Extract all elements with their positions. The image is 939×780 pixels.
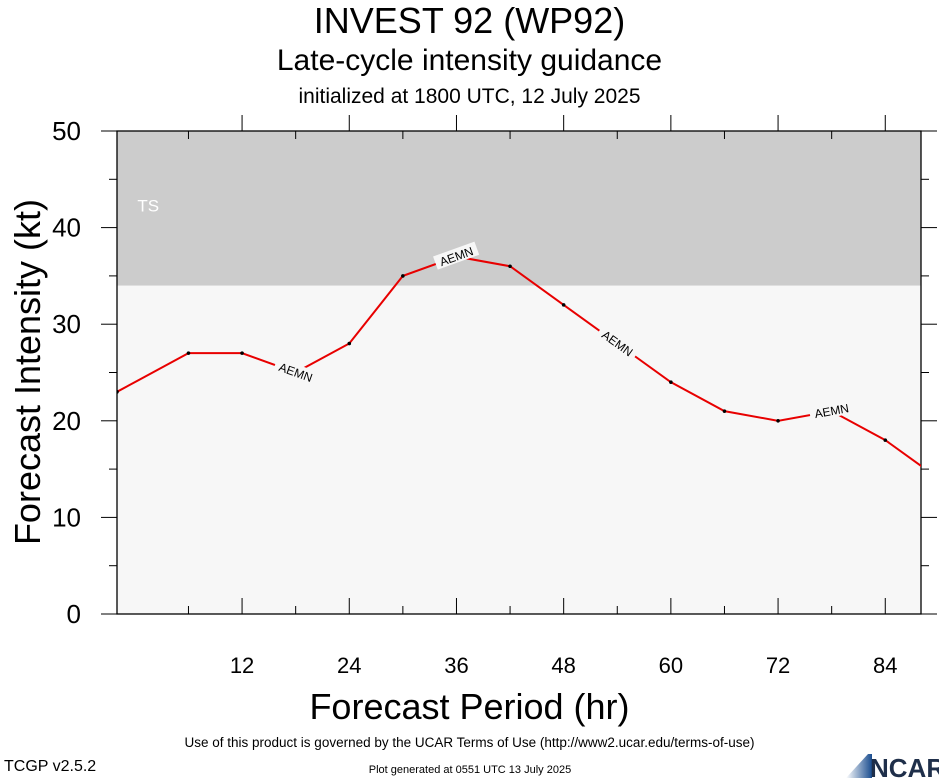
series-label-bg	[433, 241, 480, 270]
logo-text: NCAR	[870, 753, 939, 780]
y-tick-label: 40	[52, 213, 81, 243]
x-axis-label: Forecast Period (hr)	[309, 686, 630, 727]
series-label-bg	[272, 357, 320, 386]
x-tick-label: 12	[230, 653, 254, 678]
series-label-bg	[808, 399, 855, 421]
data-point	[240, 351, 244, 355]
band-label: TS	[137, 196, 159, 215]
data-point	[508, 264, 512, 269]
data-point	[883, 438, 888, 442]
ts-band	[117, 131, 921, 286]
data-point	[186, 351, 191, 355]
init-time: initialized at 1800 UTC, 12 July 2025	[298, 85, 641, 108]
series-label-bg	[595, 324, 640, 362]
version-label: TCGP v2.5.2	[4, 758, 97, 775]
series-line	[117, 255, 921, 468]
x-tick-label: 36	[444, 653, 468, 678]
y-tick-label: 20	[52, 406, 81, 436]
data-point	[401, 274, 405, 278]
y-tick-label: 50	[52, 116, 81, 146]
x-tick-label: 60	[659, 653, 683, 678]
y-axis-label: Forecast Intensity (kt)	[7, 198, 48, 546]
x-tick-label: 72	[766, 653, 790, 678]
x-tick-label: 84	[873, 653, 897, 678]
series-label-group: AEMN	[808, 399, 855, 421]
chart-title: INVEST 92 (WP92)	[313, 0, 626, 41]
x-tick-label: 24	[337, 653, 361, 678]
data-point	[722, 409, 727, 413]
y-tick-label: 30	[52, 309, 81, 339]
ncar-logo-icon: NCAR	[846, 753, 939, 780]
series-label: AEMN	[813, 401, 850, 421]
y-tick-label: 0	[67, 599, 81, 629]
y-tick-label: 10	[52, 502, 81, 532]
x-tick-label: 48	[551, 653, 575, 678]
data-point	[347, 341, 352, 346]
data-point	[776, 419, 780, 423]
data-point	[561, 303, 566, 307]
generated-time: Plot generated at 0551 UTC 13 July 2025	[368, 764, 572, 776]
data-point	[117, 390, 119, 394]
chart-subtitle: Late-cycle intensity guidance	[276, 44, 663, 77]
data-point	[669, 380, 673, 384]
terms-of-use: Use of this product is governed by the U…	[184, 735, 755, 750]
